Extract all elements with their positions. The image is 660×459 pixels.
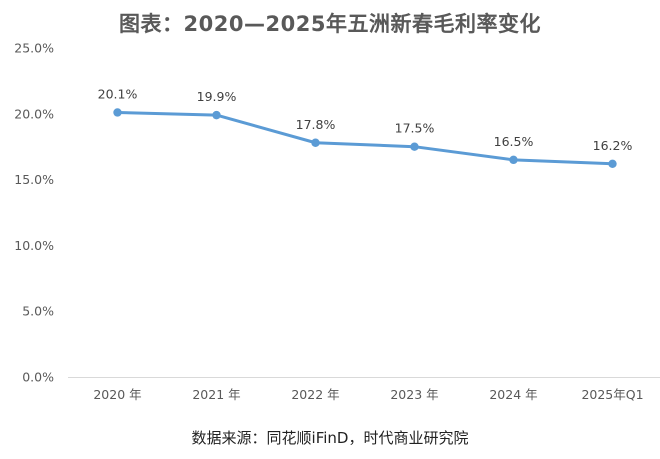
series-line (116, 110, 614, 166)
x-tick-label: 2023 年 (390, 387, 438, 402)
data-point (311, 138, 320, 147)
data-point (113, 108, 122, 117)
data-label: 16.2% (593, 138, 633, 153)
chart-title: 图表：2020—2025年五洲新春毛利率变化 (119, 12, 541, 36)
data-point (509, 155, 518, 165)
source-note: 数据来源：同花顺iFinD，时代商业研究院 (191, 429, 469, 447)
y-tick-label: 0.0% (22, 370, 54, 385)
x-tick-label: 2022 年 (291, 387, 339, 402)
x-axis: 2020 年 2021 年 2022 年 2023 年 2024 年 2025年Q1 (68, 377, 660, 402)
y-tick-label: 20.0% (14, 106, 54, 121)
y-axis: 0.0% 5.0% 10.0% 15.0% 20.0% 25.0% (14, 41, 54, 385)
y-tick-label: 15.0% (14, 172, 54, 187)
data-label: 20.1% (98, 86, 138, 101)
data-label: 19.9% (197, 89, 237, 104)
data-label: 16.5% (494, 134, 534, 149)
y-tick-label: 10.0% (14, 238, 54, 253)
data-point (608, 159, 617, 169)
x-tick-label: 2025年Q1 (581, 387, 643, 402)
x-tick-label: 2021 年 (192, 387, 240, 402)
x-tick-label: 2024 年 (489, 387, 537, 402)
x-tick-label: 2020 年 (93, 387, 141, 402)
data-label: 17.5% (395, 121, 435, 136)
data-label: 17.8% (296, 117, 336, 132)
plot-area: 20.1% 19.9% 17.8% 17.5% 16.5% 16.2% (98, 86, 633, 169)
y-tick-label: 25.0% (14, 41, 54, 56)
data-point (410, 142, 419, 151)
y-tick-label: 5.0% (22, 304, 54, 319)
data-point (212, 110, 221, 120)
